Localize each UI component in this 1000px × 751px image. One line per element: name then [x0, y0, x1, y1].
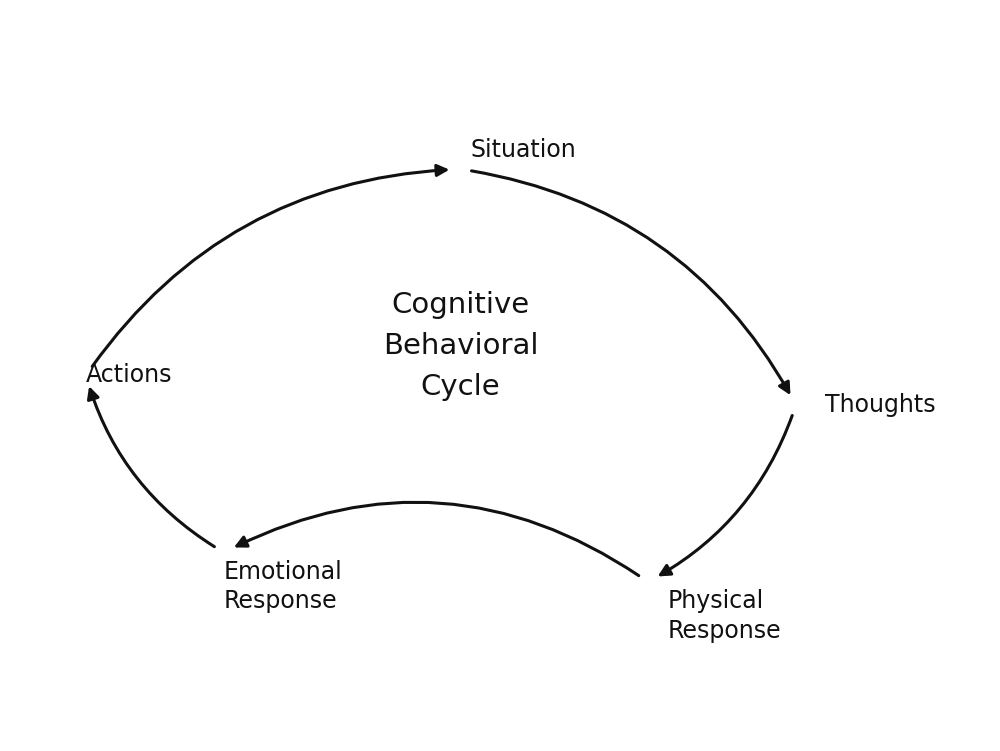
- FancyArrowPatch shape: [237, 502, 639, 575]
- FancyArrowPatch shape: [472, 171, 789, 392]
- Text: Physical
Response: Physical Response: [668, 590, 781, 643]
- Text: Actions: Actions: [86, 363, 172, 388]
- FancyArrowPatch shape: [661, 415, 792, 575]
- Text: Thoughts: Thoughts: [825, 393, 936, 417]
- Text: Cognitive
Behavioral
Cycle: Cognitive Behavioral Cycle: [383, 291, 538, 401]
- FancyArrowPatch shape: [88, 389, 214, 547]
- Text: Situation: Situation: [470, 137, 576, 161]
- FancyArrowPatch shape: [92, 165, 446, 366]
- Text: Emotional
Response: Emotional Response: [224, 559, 343, 614]
